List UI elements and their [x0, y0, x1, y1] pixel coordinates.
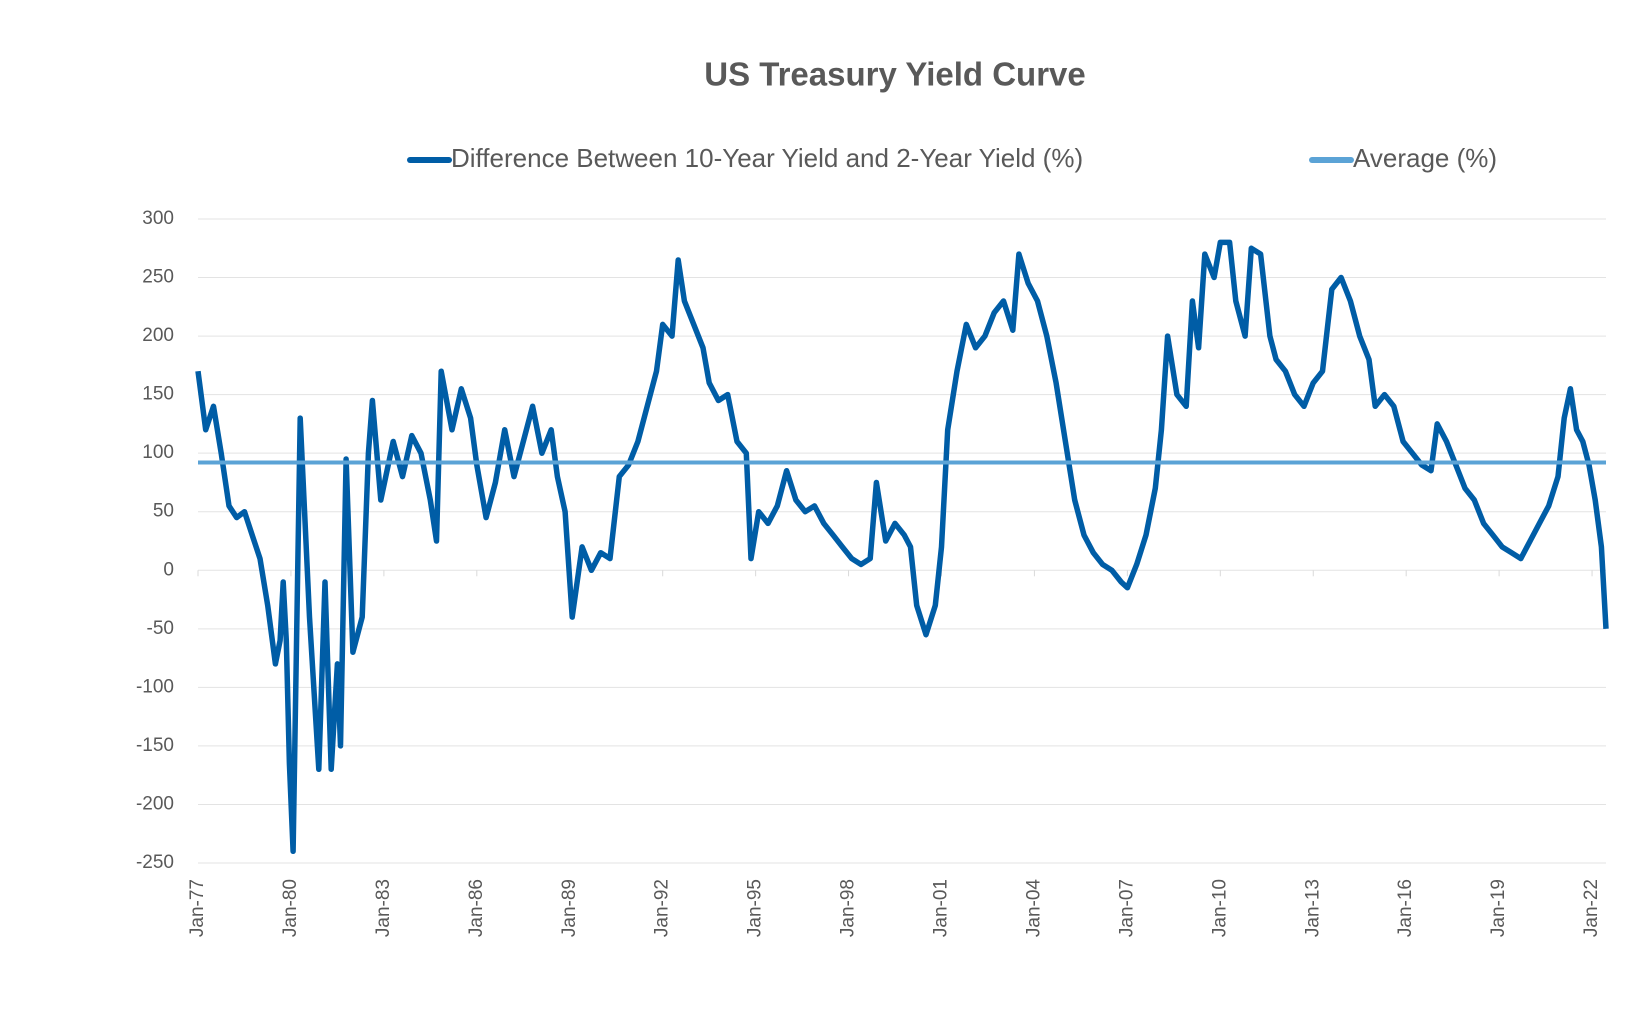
x-tick-label: Jan-16 — [1395, 879, 1416, 937]
y-tick-label: -100 — [136, 676, 174, 697]
chart-title: US Treasury Yield Curve — [704, 56, 1086, 93]
x-tick-label: Jan-95 — [745, 879, 766, 937]
y-tick-label: 300 — [142, 208, 174, 229]
x-tick-label: Jan-13 — [1302, 879, 1323, 937]
y-tick-label: 150 — [142, 384, 174, 405]
y-tick-label: 100 — [142, 442, 174, 463]
y-tick-label: 50 — [153, 501, 174, 522]
x-tick-label: Jan-83 — [373, 879, 394, 937]
x-tick-label: Jan-98 — [838, 879, 859, 937]
y-tick-label: -200 — [136, 793, 174, 814]
x-tick-label: Jan-22 — [1581, 879, 1602, 937]
y-tick-label: 200 — [142, 325, 174, 346]
x-tick-label: Jan-01 — [931, 879, 952, 937]
x-tick-label: Jan-86 — [466, 879, 487, 937]
y-tick-label: 250 — [142, 267, 174, 288]
series-line — [195, 239, 1609, 855]
y-tick-label: -50 — [147, 618, 174, 639]
x-tick-label: Jan-89 — [559, 879, 580, 937]
y-tick-label: -250 — [136, 852, 174, 873]
y-tick-label: -150 — [136, 735, 174, 756]
x-tick-label: Jan-07 — [1116, 879, 1137, 937]
y-tick-label: 0 — [163, 559, 174, 580]
legend-label: Average (%) — [1353, 143, 1497, 173]
x-tick-label: Jan-10 — [1209, 879, 1230, 937]
x-tick-label: Jan-04 — [1023, 879, 1044, 938]
x-tick-label: Jan-92 — [652, 879, 673, 937]
x-tick-label: Jan-80 — [280, 879, 301, 937]
x-tick-label: Jan-19 — [1488, 879, 1509, 937]
x-tick-label: Jan-77 — [187, 879, 208, 937]
legend-label: Difference Between 10-Year Yield and 2-Y… — [451, 143, 1083, 173]
